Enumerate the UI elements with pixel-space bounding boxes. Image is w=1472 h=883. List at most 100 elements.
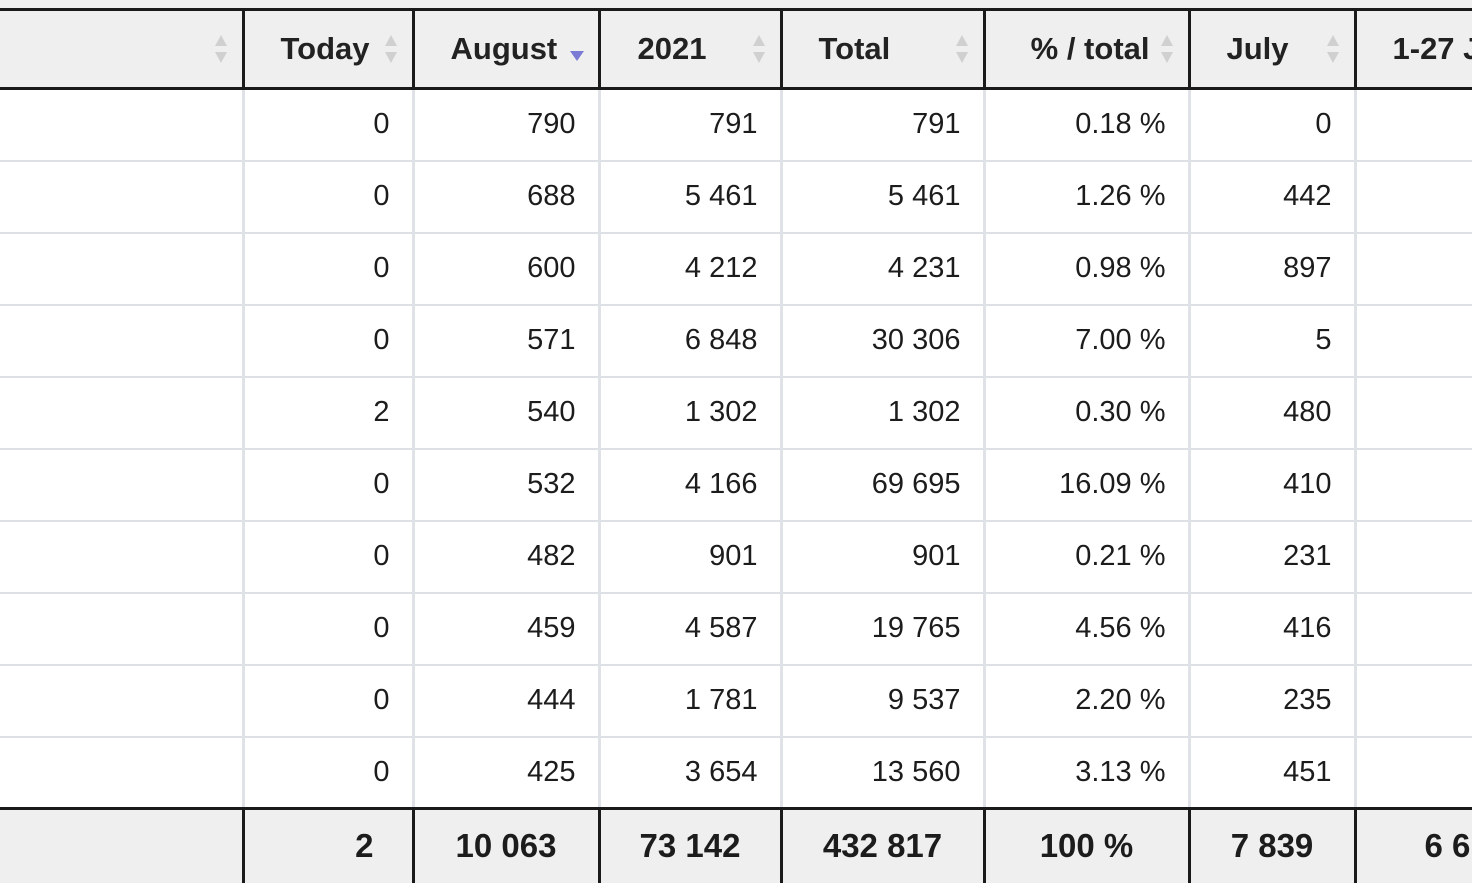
column-header-total[interactable]: Total — [781, 10, 984, 89]
cell-july: 451 — [1189, 737, 1355, 809]
cell-total: 9 537 — [781, 665, 984, 737]
cell-pct_total: 2.20 % — [984, 665, 1189, 737]
top-strip — [0, 0, 1472, 8]
cell-pct_total: 0.98 % — [984, 233, 1189, 305]
sort-updown-icon — [955, 33, 969, 65]
cell-july: 0 — [1189, 89, 1355, 161]
cell-total: 30 306 — [781, 305, 984, 377]
cell-range — [1355, 449, 1472, 521]
total-pct_total: 100 % — [984, 809, 1189, 883]
total-today: 2 — [243, 809, 413, 883]
cell-today: 0 — [243, 233, 413, 305]
cell-range — [1355, 593, 1472, 665]
cell-label — [0, 449, 243, 521]
sort-updown-icon — [752, 33, 766, 65]
cell-label — [0, 161, 243, 233]
cell-august: 790 — [413, 89, 599, 161]
cell-july: 235 — [1189, 665, 1355, 737]
cell-label — [0, 521, 243, 593]
cell-pct_total: 16.09 % — [984, 449, 1189, 521]
column-header-year2021[interactable]: 2021 — [599, 10, 781, 89]
cell-year2021: 1 302 — [599, 377, 781, 449]
sort-updown-icon — [1160, 33, 1174, 65]
cell-label — [0, 233, 243, 305]
column-header-label: 1-27 J — [1393, 31, 1472, 67]
cell-range — [1355, 161, 1472, 233]
cell-total: 5 461 — [781, 161, 984, 233]
column-header-label[interactable] — [0, 10, 243, 89]
cell-range — [1355, 737, 1472, 809]
cell-pct_total: 3.13 % — [984, 737, 1189, 809]
column-header-july[interactable]: July — [1189, 10, 1355, 89]
cell-year2021: 791 — [599, 89, 781, 161]
column-header-range[interactable]: 1-27 J — [1355, 10, 1472, 89]
column-header-label: July — [1227, 31, 1289, 67]
column-header-label: % / total — [1031, 31, 1150, 67]
cell-range — [1355, 665, 1472, 737]
cell-year2021: 4 212 — [599, 233, 781, 305]
cell-year2021: 4 166 — [599, 449, 781, 521]
sort-desc-icon — [570, 41, 584, 73]
cell-label — [0, 305, 243, 377]
sort-updown-icon — [1326, 33, 1340, 65]
cell-label — [0, 89, 243, 161]
column-header-label: August — [451, 31, 558, 67]
cell-total: 13 560 — [781, 737, 984, 809]
cell-today: 0 — [243, 665, 413, 737]
total-august: 10 063 — [413, 809, 599, 883]
cell-range — [1355, 377, 1472, 449]
total-total: 432 817 — [781, 809, 984, 883]
cell-pct_total: 7.00 % — [984, 305, 1189, 377]
cell-july: 410 — [1189, 449, 1355, 521]
cell-today: 0 — [243, 305, 413, 377]
cell-total: 69 695 — [781, 449, 984, 521]
cell-range — [1355, 305, 1472, 377]
cell-july: 5 — [1189, 305, 1355, 377]
cell-total: 791 — [781, 89, 984, 161]
cell-pct_total: 0.21 % — [984, 521, 1189, 593]
cell-august: 571 — [413, 305, 599, 377]
cell-august: 540 — [413, 377, 599, 449]
total-july: 7 839 — [1189, 809, 1355, 883]
cell-total: 4 231 — [781, 233, 984, 305]
cell-july: 480 — [1189, 377, 1355, 449]
cell-label — [0, 377, 243, 449]
cell-pct_total: 0.18 % — [984, 89, 1189, 161]
cell-total: 1 302 — [781, 377, 984, 449]
cell-total: 901 — [781, 521, 984, 593]
cell-range — [1355, 521, 1472, 593]
column-header-august[interactable]: August — [413, 10, 599, 89]
cell-august: 532 — [413, 449, 599, 521]
column-header-today[interactable]: Today — [243, 10, 413, 89]
cell-year2021: 3 654 — [599, 737, 781, 809]
cell-label — [0, 593, 243, 665]
cell-today: 0 — [243, 89, 413, 161]
cell-today: 2 — [243, 377, 413, 449]
column-header-pct_total[interactable]: % / total — [984, 10, 1189, 89]
cell-july: 231 — [1189, 521, 1355, 593]
cell-label — [0, 665, 243, 737]
column-header-label: 2021 — [638, 31, 707, 67]
sort-updown-icon — [214, 33, 228, 65]
cell-range — [1355, 233, 1472, 305]
cell-july: 442 — [1189, 161, 1355, 233]
cell-year2021: 6 848 — [599, 305, 781, 377]
cell-july: 897 — [1189, 233, 1355, 305]
cell-year2021: 1 781 — [599, 665, 781, 737]
cell-year2021: 5 461 — [599, 161, 781, 233]
total-year2021: 73 142 — [599, 809, 781, 883]
cell-august: 425 — [413, 737, 599, 809]
cell-today: 0 — [243, 449, 413, 521]
